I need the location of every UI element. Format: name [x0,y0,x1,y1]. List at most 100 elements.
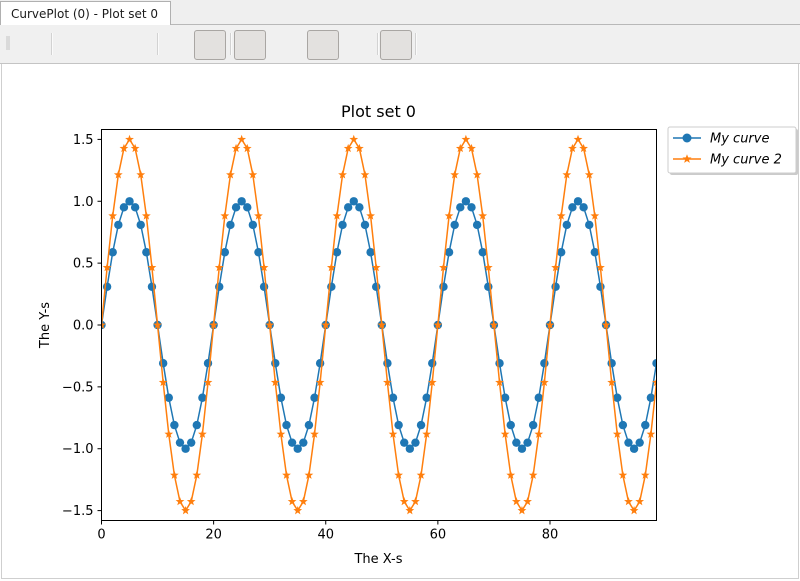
legend[interactable]: My curve My curve 2 [667,126,798,175]
data-point-my-curve-2 [282,470,291,479]
data-point-my-curve-2 [164,429,174,438]
data-point-my-curve-2 [579,143,588,153]
data-point-my-curve [231,203,241,212]
y-tick-label: −1.0 [62,442,94,457]
x-tick-label: 20 [205,528,222,543]
y-tick-label: −0.5 [62,380,94,395]
data-point-my-curve-2 [231,143,241,153]
data-point-my-curve [108,248,117,257]
tab-curveplot[interactable]: CurvePlot (0) - Plot set 0 [0,1,171,25]
data-point-my-curve-2 [646,429,656,438]
data-point-my-curve-2 [248,170,258,179]
data-point-my-curve [125,197,134,206]
toolbar-button-4[interactable] [380,30,412,60]
data-point-my-curve [400,438,409,447]
data-point-my-curve-2 [214,262,224,272]
data-point-my-curve-2 [540,377,549,387]
data-point-my-curve-2 [601,320,611,329]
data-point-my-curve [360,220,370,230]
data-point-my-curve-2 [596,262,605,272]
data-point-my-curve [287,438,297,447]
data-point-my-curve-2 [119,143,129,153]
data-point-my-curve [411,438,420,447]
data-point-my-curve [500,393,510,402]
data-point-my-curve-2 [439,262,448,272]
data-point-my-curve-2 [321,320,331,329]
data-point-my-curve [484,282,493,291]
data-point-my-curve-2 [455,143,465,153]
toolbar-button-1[interactable] [194,30,226,60]
data-point-my-curve-2 [102,262,112,272]
toolbar-button-2[interactable] [234,30,266,60]
data-point-my-curve [355,203,364,212]
y-tick-label: −1.5 [62,504,94,519]
toolbar-button-3[interactable] [307,30,339,60]
data-point-my-curve [635,438,644,447]
data-point-my-curve [203,359,213,368]
data-point-my-curve-2 [461,134,471,144]
data-point-my-curve-2 [388,429,398,438]
toolbar [0,25,800,64]
data-point-my-curve [119,203,129,212]
data-point-my-curve [254,248,263,257]
y-tick-label: 1.0 [73,195,94,210]
data-point-my-curve-2 [467,143,476,153]
data-point-my-curve [332,248,342,257]
data-point-my-curve-2 [590,211,600,220]
data-point-my-curve-2 [226,170,235,179]
data-point-my-curve [259,282,269,291]
data-point-my-curve-2 [366,211,375,220]
data-point-my-curve [349,197,358,206]
data-point-my-curve [102,282,112,291]
data-point-my-curve-2 [640,470,650,479]
data-point-my-curve-2 [556,211,566,220]
data-point-my-curve-2 [450,170,460,179]
y-axis-label: The Y-s [38,302,53,349]
data-point-my-curve [130,203,140,212]
data-point-my-curve [158,359,168,368]
data-point-my-curve [186,438,196,447]
data-point-my-curve-2 [198,429,207,438]
series-line-my-curve [101,200,657,450]
data-point-my-curve [556,248,566,257]
x-axis-label: The X-s [353,552,402,567]
data-point-my-curve-2 [433,320,443,329]
data-point-my-curve [607,359,616,368]
data-point-my-curve [629,444,639,453]
data-point-my-curve [226,220,235,230]
data-point-my-curve [590,248,600,257]
data-point-my-curve-2 [495,377,504,387]
x-tick-label: 0 [97,528,105,543]
data-point-my-curve [388,393,398,402]
data-point-my-curve-2 [612,429,622,438]
data-point-my-curve [181,444,190,453]
data-point-my-curve-2 [237,134,247,144]
data-point-my-curve-2 [315,377,325,387]
data-point-my-curve [416,420,426,430]
data-point-my-curve-2 [618,470,628,479]
legend-marker-my-curve [682,133,692,143]
data-point-my-curve [310,393,319,402]
data-point-my-curve [461,197,471,206]
data-point-my-curve [220,248,230,257]
data-point-my-curve-2 [517,506,527,515]
data-point-my-curve [551,282,560,291]
data-point-my-curve-2 [427,377,437,387]
data-point-my-curve-2 [528,470,538,479]
data-point-my-curve-2 [326,262,336,272]
data-point-my-curve [646,393,656,402]
toolbar-grip-icon[interactable] [6,36,10,50]
chart-marks [101,134,657,515]
data-point-my-curve [439,282,448,291]
series-line-my-curve-2 [101,137,657,513]
data-point-my-curve-2 [534,429,544,438]
data-point-my-curve-2 [338,170,347,179]
data-point-my-curve [271,359,280,368]
y-tick-label: 1.5 [73,133,94,148]
data-point-my-curve-2 [287,496,297,506]
data-point-my-curve [613,393,622,402]
data-point-my-curve [472,220,482,230]
data-point-my-curve-2 [562,170,572,179]
data-point-my-curve [641,420,650,430]
data-point-my-curve-2 [141,211,151,220]
